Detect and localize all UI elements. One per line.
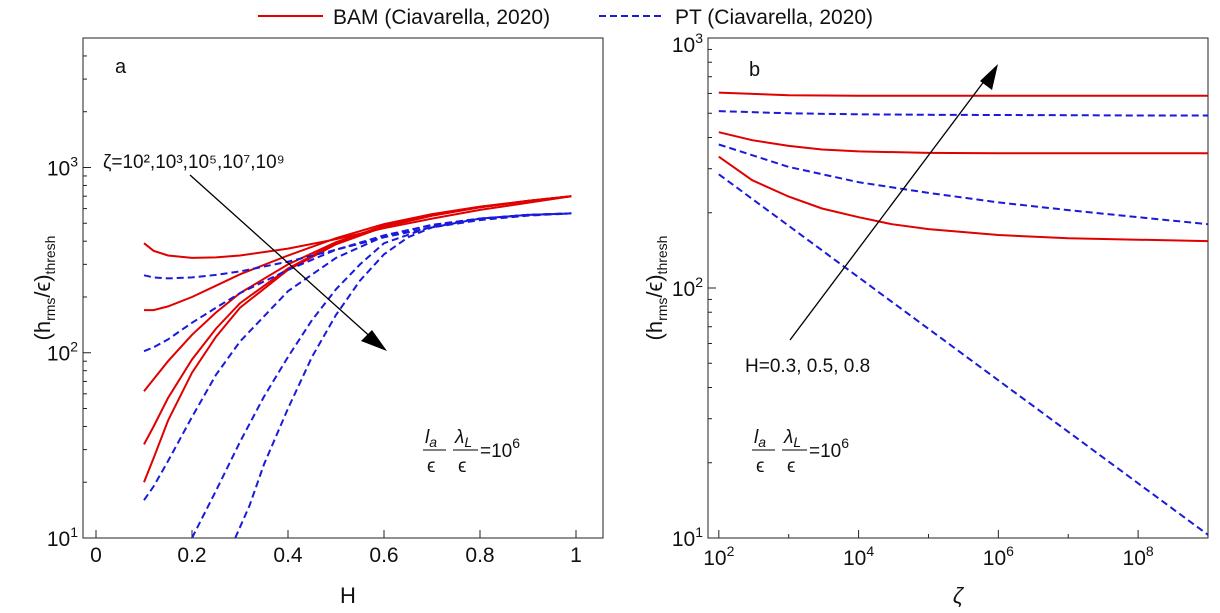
panel-b-label: b (749, 59, 760, 81)
panel-a-xtick-label: 0.8 (465, 544, 494, 567)
panel-b-xtick-label: 106 (983, 543, 1014, 570)
panel-b-series-pt-H0.3 (718, 173, 1209, 536)
panel-a-xtick-label: 1 (570, 544, 582, 567)
svg-text:λL: λL (783, 427, 801, 450)
svg-text:=106: =106 (480, 435, 520, 462)
panel-a-series (143, 195, 572, 539)
panel-a-xtick-label: 0.6 (369, 544, 398, 567)
panel-a-ylabel: (hrms/ϵ)thresh (30, 236, 58, 341)
panel-a-arrow-shaft (189, 174, 375, 341)
panel-a-xtick-label: 0.4 (273, 544, 303, 567)
panel-a-arrow-head (361, 330, 387, 351)
panel-b-series-bam-H0.3 (718, 155, 1209, 243)
panel-a-ticks: 0 0.2 0.4 0.6 0.8 1 101 102 103 (47, 37, 582, 567)
panel-b-arrow-head (980, 64, 998, 90)
panel-b-ytick-label: 103 (672, 30, 703, 57)
panel-b-series-bam-H0.5 (718, 131, 1208, 155)
panel-a-series-bam-1 (143, 195, 572, 259)
panel-b-arrow-shaft (789, 75, 989, 341)
panel-b-H-annotation: H=0.3, 0.5, 0.8 (745, 356, 870, 377)
svg-text:la: la (754, 427, 766, 450)
panel-a-xlabel: H (340, 583, 356, 608)
panel-a-series-pt-6 (143, 212, 572, 280)
svg-text:ϵ: ϵ (427, 456, 435, 477)
legend: BAM (Ciavarella, 2020) PT (Ciavarella, 2… (258, 6, 873, 29)
legend-label-bam: BAM (Ciavarella, 2020) (333, 6, 550, 29)
panel-a-series-bam-2 (144, 195, 572, 312)
panel-b-series (718, 91, 1209, 536)
svg-text:ϵ: ϵ (756, 456, 764, 477)
panel-b-ylabel: (hrms/ϵ)thresh (642, 236, 670, 341)
panel-b-frame (707, 37, 1209, 539)
panel-a-xtick-label: 0.2 (177, 544, 206, 567)
panel-b-ytick-label: 101 (672, 524, 703, 551)
panel-b-xtick-label: 102 (703, 543, 734, 570)
panel-b-ytick-label: 102 (672, 274, 703, 301)
panel-a-ytick-label: 103 (47, 153, 78, 180)
panel-b-xtick-label: 104 (843, 543, 874, 570)
panel-a-series-pt-10 (234, 212, 572, 539)
panel-b-series-pt-H0.5 (718, 143, 1209, 226)
panel-b-param-annotation: la λL ϵ ϵ =106 (752, 427, 849, 477)
panel-a-series-pt-9 (191, 212, 572, 539)
svg-text:λL: λL (454, 427, 472, 450)
panel-a-series-bam-3 (143, 195, 572, 392)
panel-b-xlabel: ζ (953, 583, 965, 608)
svg-text:=106: =106 (809, 435, 849, 462)
panel-a-xtick-label: 0 (90, 544, 102, 567)
legend-label-pt: PT (Ciavarella, 2020) (675, 6, 873, 29)
svg-text:ϵ: ϵ (787, 456, 795, 477)
panel-a: 0 0.2 0.4 0.6 0.8 1 101 102 103 a H (hrms/ϵ)thre… (30, 37, 604, 608)
panel-a-frame (82, 37, 604, 539)
panel-a-zeta-annotation: ζ=10²,10³,10⁵,10⁷,10⁹ (103, 152, 285, 173)
panel-b-series-bam-H0.8 (718, 91, 1208, 97)
svg-text:la: la (425, 427, 437, 450)
panel-a-param-annotation: la λL ϵ ϵ =106 (423, 427, 520, 477)
panel-b-xtick-label: 108 (1123, 543, 1154, 570)
panel-a-ytick-label: 102 (47, 339, 78, 366)
svg-text:ϵ: ϵ (458, 456, 466, 477)
panel-a-label: a (115, 56, 127, 78)
panel-b-series-pt-H0.8 (718, 110, 1208, 117)
panel-a-ytick-label: 101 (47, 524, 78, 551)
